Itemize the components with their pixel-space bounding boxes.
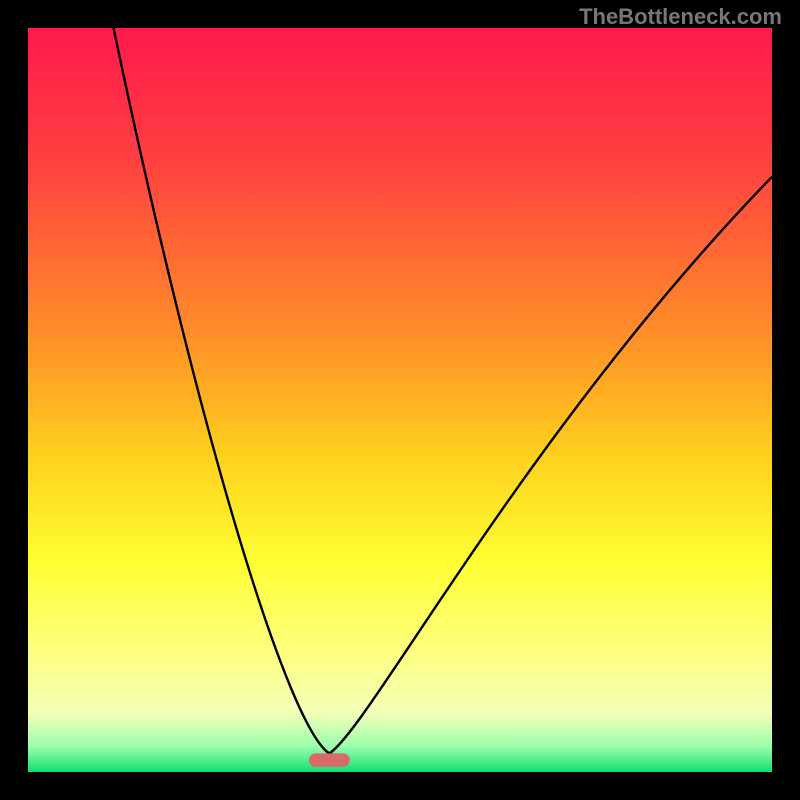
watermark-label: TheBottleneck.com [579,4,782,30]
optimal-marker [309,753,350,766]
bottleneck-plot [28,28,772,772]
plot-frame [28,28,772,772]
